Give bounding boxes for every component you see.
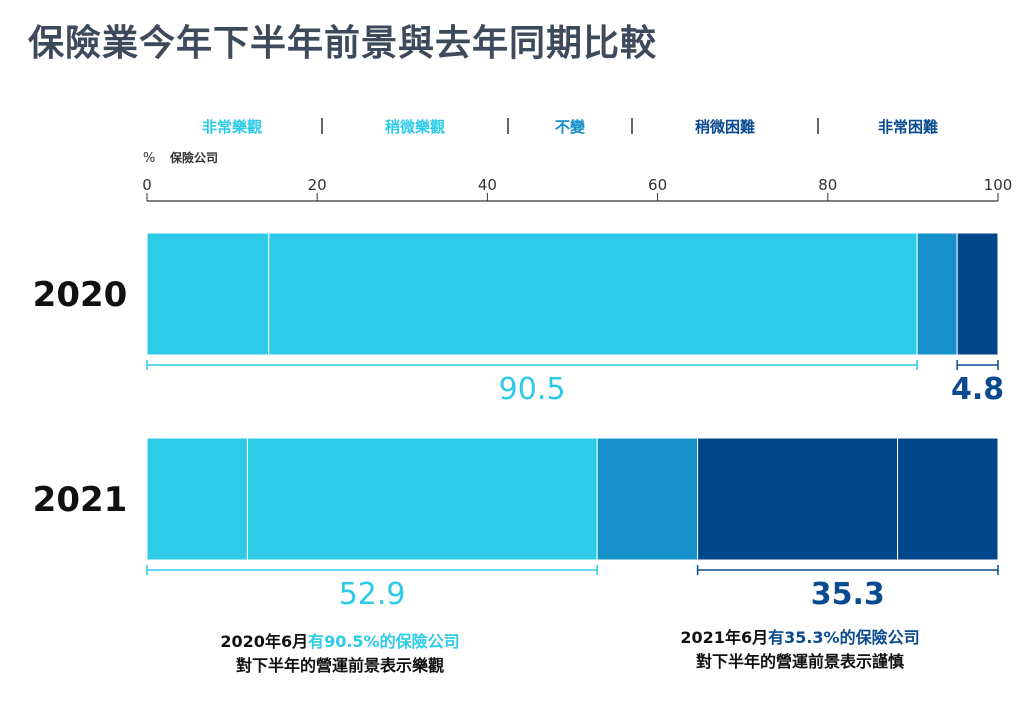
legend-label: 稍微樂觀 xyxy=(385,118,445,136)
chart-title: 保險業今年下半年前景與去年同期比較 xyxy=(28,23,658,64)
x-tick-label: 40 xyxy=(478,176,497,194)
legend-label: 非常困難 xyxy=(878,118,938,136)
bar-segment-2021-2 xyxy=(596,437,699,561)
caption-highlight: 有90.5%的保險公司 xyxy=(308,632,460,651)
bar-segment-2021-0 xyxy=(146,437,248,561)
x-tick-label: 100 xyxy=(984,176,1013,194)
legend-label: 稍微困難 xyxy=(695,118,755,136)
annotation-label: 35.3 xyxy=(811,577,885,612)
bar-segment-2021-4 xyxy=(897,437,999,561)
category-label: 2020 xyxy=(33,275,128,315)
bar-segment-2020-2 xyxy=(916,232,958,356)
bar-segment-2020-0 xyxy=(146,232,270,356)
bar-segment-2021-3 xyxy=(697,437,899,561)
annotation-label: 90.5 xyxy=(499,372,566,407)
x-tick-label: 60 xyxy=(648,176,667,194)
annotation-label: 52.9 xyxy=(339,577,406,612)
legend-label: 非常樂觀 xyxy=(202,118,262,136)
caption-highlight: 有35.3%的保險公司 xyxy=(768,628,920,647)
caption-text: 對下半年的營運前景表示樂觀 xyxy=(235,656,444,675)
x-tick-label: 80 xyxy=(818,176,837,194)
category-label: 2021 xyxy=(33,480,128,520)
bar-segment-2021-1 xyxy=(246,437,598,561)
caption-text: 2021年6月 xyxy=(680,628,769,647)
bar-segment-2020-1 xyxy=(268,232,918,356)
caption-text: 2020年6月 xyxy=(220,632,309,651)
x-tick-label: 20 xyxy=(308,176,327,194)
annotation-label: 4.8 xyxy=(951,372,1004,407)
caption-2021: 2021年6月有35.3%的保險公司 對下半年的營運前景表示謹慎 xyxy=(640,626,960,674)
unit-label: % xyxy=(143,151,155,166)
x-tick-label: 0 xyxy=(142,176,152,194)
caption-text: 對下半年的營運前景表示謹慎 xyxy=(695,652,904,671)
bar-segment-2020-3 xyxy=(956,232,999,356)
caption-2020: 2020年6月有90.5%的保險公司 對下半年的營運前景表示樂觀 xyxy=(180,630,500,678)
unit-sub-label: 保險公司 xyxy=(169,150,218,165)
legend-label: 不變 xyxy=(555,118,586,136)
